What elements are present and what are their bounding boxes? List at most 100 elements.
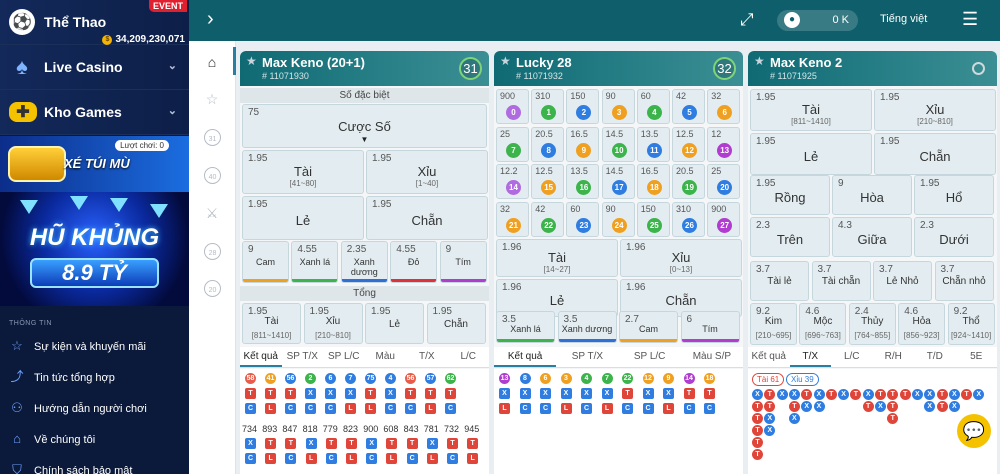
tab-5[interactable]: 5E [970, 351, 983, 362]
info-item-news[interactable]: ⤴ Tin tức tổng hợp [10, 369, 115, 384]
bet-option[interactable]: 4.55 Đỏ [390, 241, 438, 283]
bet-option[interactable]: 1.95 Tài [811~1410] [750, 89, 872, 131]
bet-option[interactable]: 2.4 Thủy [764~855] [848, 303, 896, 345]
number-bet-cell[interactable]: 150 2 [566, 89, 600, 124]
tab-1[interactable]: T/X [789, 347, 831, 367]
number-bet-cell[interactable]: 12.2 14 [496, 164, 529, 199]
bet-option[interactable]: 9 Tím [439, 241, 487, 283]
bet-option[interactable]: 4.55 Xanh lá [291, 241, 339, 283]
number-bet-cell[interactable]: 12.5 12 [672, 126, 705, 162]
tab-3[interactable]: Màu S/P [692, 351, 732, 362]
lucky-28-icon[interactable]: 28 [204, 243, 221, 260]
bet-option[interactable]: 1.96 Chẵn [620, 279, 742, 317]
keno-40-icon[interactable]: 40 [204, 167, 221, 184]
bet-option[interactable]: 1.95 Chẵn [366, 196, 488, 240]
star-icon[interactable]: ★ [500, 54, 511, 68]
bet-option[interactable]: 4.6 Mộc [696~763] [799, 303, 847, 345]
number-bet-cell[interactable]: 25 7 [496, 126, 529, 162]
number-bet-cell[interactable]: 12 13 [707, 126, 741, 162]
bet-option[interactable]: 1.95 Xỉu [1~40] [366, 150, 488, 194]
number-bet-cell[interactable]: 900 0 [496, 89, 529, 124]
tab-1[interactable]: SP T/X [571, 351, 604, 362]
number-bet-cell[interactable]: 150 25 [636, 201, 670, 237]
tab-0[interactable]: Kết quả [240, 347, 282, 367]
number-bet-cell[interactable]: 20.5 19 [672, 164, 705, 199]
tab-2[interactable]: SP L/C [328, 351, 360, 362]
home-icon[interactable]: ⌂ [207, 54, 217, 70]
number-bet-cell[interactable]: 42 22 [531, 201, 565, 237]
bet-option[interactable]: 1.95 Tài [41~80] [242, 150, 364, 194]
bet-option[interactable]: 1.95 Lẻ [242, 196, 364, 240]
star-icon[interactable]: ★ [246, 54, 257, 68]
info-item-guide[interactable]: ⚇ Hướng dẫn người chơi [0, 393, 189, 424]
bet-option[interactable]: 3.5 Xanh dương [557, 311, 617, 343]
fullscreen-icon[interactable]: ⤢ [740, 10, 754, 29]
bet-option[interactable]: 1.95 Tài [811~1410] [242, 303, 301, 344]
bet-option[interactable]: 1.96 Lẻ [496, 279, 618, 317]
swords-icon[interactable]: ⚔ [205, 205, 219, 221]
number-bet-cell[interactable]: 60 4 [636, 89, 670, 124]
chevron-down-icon[interactable]: ⌄ [167, 105, 177, 117]
tab-4[interactable]: T/X [418, 351, 435, 362]
bet-number-select[interactable]: 75 Cược Số ▼ [242, 104, 487, 148]
info-item-promotions[interactable]: ☆ Sự kiện và khuyến mãi [0, 331, 189, 362]
bet-option[interactable]: 2.35 Xanh dương [340, 241, 388, 283]
chevron-down-icon[interactable]: ⌄ [167, 60, 177, 72]
chevron-right-icon[interactable]: › [207, 8, 214, 30]
menu-icon[interactable]: ☰ [962, 9, 979, 29]
bet-option[interactable]: 6 Tím [680, 311, 740, 343]
number-bet-cell[interactable]: 12.5 15 [531, 164, 565, 199]
bet-option[interactable]: 1.95 Lẻ [750, 133, 872, 175]
bet-option[interactable]: 3.7 Tài chẵn [811, 261, 871, 301]
keno-20-icon[interactable]: 20 [204, 280, 221, 297]
number-bet-cell[interactable]: 900 27 [707, 201, 741, 237]
bet-option[interactable]: 1.95 Rồng [750, 175, 830, 215]
number-bet-cell[interactable]: 20.5 8 [531, 126, 565, 162]
number-bet-cell[interactable]: 14.5 17 [601, 164, 635, 199]
tab-2[interactable]: SP L/C [633, 351, 666, 362]
promo-banner-hu-khung[interactable]: HŨ KHỦNG 8.9 TỶ [0, 192, 189, 306]
sidebar-item-live-casino[interactable]: ♠ Live Casino ⌄ [0, 45, 189, 90]
number-bet-cell[interactable]: 90 3 [601, 89, 635, 124]
promo-banner-xe-tui-mu[interactable]: XÉ TÚI MÙ Lượt chơi: 0 [0, 136, 189, 192]
tab-5[interactable]: L/C [460, 351, 477, 362]
tab-1[interactable]: SP T/X [286, 351, 318, 362]
info-item-privacy[interactable]: ⛉ Chính sách bảo mật [0, 455, 189, 474]
star-icon[interactable]: ★ [754, 54, 765, 68]
bet-option[interactable]: 1.95 Chẵn [874, 133, 996, 175]
tab-3[interactable]: R/H [884, 351, 902, 362]
bet-option[interactable]: 2.7 Cam [619, 311, 678, 343]
number-bet-cell[interactable]: 310 1 [531, 89, 565, 124]
number-bet-cell[interactable]: 310 26 [672, 201, 705, 237]
balance-pill[interactable]: ● 0 K [777, 10, 858, 31]
number-bet-cell[interactable]: 13.5 16 [566, 164, 600, 199]
number-bet-cell[interactable]: 32 6 [707, 89, 741, 124]
bet-option[interactable]: 3.7 Tài lẻ [750, 261, 809, 301]
keno-31-icon[interactable]: 31 [204, 129, 221, 146]
bet-option[interactable]: 3.7 Chẵn nhỏ [934, 261, 994, 301]
bet-option[interactable]: 9 Hòa [832, 175, 912, 215]
bet-option[interactable]: 1.95 Hổ [914, 175, 994, 215]
sidebar-item-kho-games[interactable]: ✚ Kho Games ⌄ [0, 90, 189, 135]
number-bet-cell[interactable]: 90 24 [601, 201, 635, 237]
bet-option[interactable]: 9.2 Kim [210~695] [750, 303, 797, 345]
star-icon[interactable]: ☆ [205, 91, 219, 107]
bet-option[interactable]: 9 Cam [242, 241, 289, 283]
number-bet-cell[interactable]: 13.5 11 [636, 126, 670, 162]
bet-option[interactable]: 1.95 Xỉu [210~810] [874, 89, 996, 131]
number-bet-cell[interactable]: 16.5 9 [566, 126, 600, 162]
number-bet-cell[interactable]: 42 5 [672, 89, 705, 124]
bet-option[interactable]: 3.5 Xanh lá [496, 311, 555, 343]
tab-3[interactable]: Màu [375, 351, 395, 362]
tab-0[interactable]: Kết quả [494, 347, 557, 367]
bet-option[interactable]: 1.96 Xỉu [0~13] [620, 239, 742, 277]
bet-option[interactable]: 2.3 Dưới [914, 217, 994, 257]
tab-4[interactable]: T/D [926, 351, 943, 362]
bet-option[interactable]: 9.2 Thổ [924~1410] [947, 303, 995, 345]
sidebar-item-the-thao[interactable]: ⚽ Thể Thao EVENT $34,209,230,071 [0, 0, 189, 45]
bet-option[interactable]: 3.7 Lẻ Nhỏ [873, 261, 932, 301]
number-bet-cell[interactable]: 16.5 18 [636, 164, 670, 199]
tab-2[interactable]: L/C [843, 351, 860, 362]
number-bet-cell[interactable]: 25 20 [707, 164, 741, 199]
bet-option[interactable]: 1.95 Xỉu [210~810] [303, 303, 363, 344]
